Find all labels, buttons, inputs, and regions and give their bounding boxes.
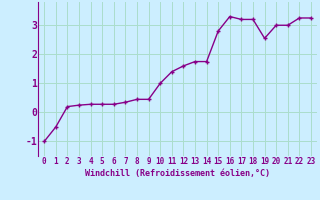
X-axis label: Windchill (Refroidissement éolien,°C): Windchill (Refroidissement éolien,°C) [85, 169, 270, 178]
